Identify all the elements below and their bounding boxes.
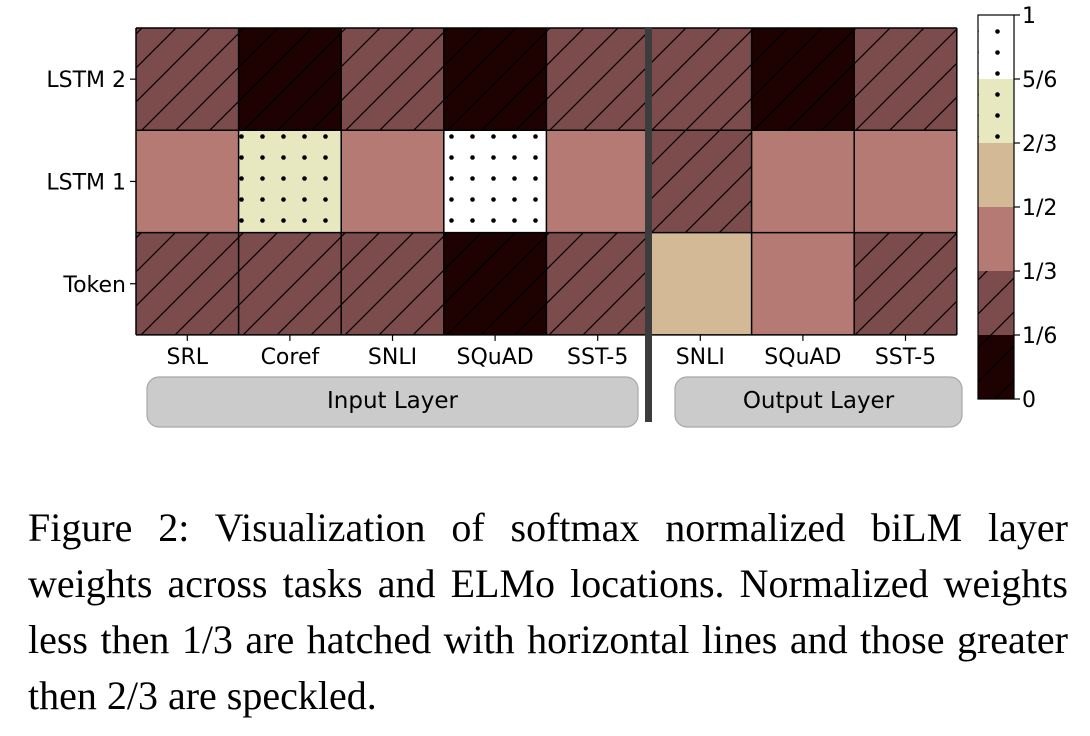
heatmap-cell-pattern — [546, 232, 649, 335]
heatmap-cell-pattern — [751, 28, 855, 131]
colorbar: 0 1/6 1/3 1/2 2/3 5/6 1 — [977, 4, 1057, 413]
colorbar-tick-label: 1 — [1022, 4, 1036, 29]
heatmap-cell-pattern — [854, 28, 957, 131]
heatmap-cell-pattern — [238, 232, 342, 335]
column-label: SQuAD — [764, 345, 841, 370]
heatmap-cell-pattern — [238, 28, 342, 131]
heatmap-cell-pattern — [854, 232, 957, 335]
colorbar-segment — [978, 207, 1014, 271]
colorbar-tick-label: 0 — [1022, 388, 1036, 413]
heatmap-cells — [135, 27, 958, 336]
colorbar-tick-label: 5/6 — [1022, 68, 1057, 93]
heatmap-cell — [546, 130, 649, 233]
column-labels: SRL Coref SNLI SQuAD SST-5 SNLI SQuAD SST-5 — [167, 334, 936, 370]
heatmap-cell-pattern — [341, 232, 444, 335]
row-label: LSTM 1 — [46, 170, 126, 195]
column-label: Coref — [261, 345, 321, 370]
group-label: Output Layer — [743, 388, 895, 414]
column-label: SNLI — [368, 345, 417, 370]
column-label: SST-5 — [875, 345, 936, 370]
colorbar-segment-pattern — [978, 79, 1014, 143]
group-label: Input Layer — [327, 388, 459, 414]
heatmap-cell — [136, 130, 239, 233]
heatmap-cell-pattern — [238, 130, 342, 233]
heatmap-cell — [751, 232, 855, 335]
group-labels: Input Layer Output Layer — [146, 376, 963, 428]
heatmap-cell — [854, 130, 957, 233]
heatmap-cell — [649, 232, 752, 335]
group-divider — [645, 28, 652, 422]
column-label: SNLI — [676, 345, 725, 370]
figure-caption: Figure 2: Visualization of softmax norma… — [28, 505, 1068, 718]
row-labels: LSTM 2 LSTM 1 Token — [46, 68, 136, 298]
heatmap-cell-pattern — [443, 130, 547, 233]
colorbar-segment-pattern — [978, 271, 1014, 335]
heatmap-cell-pattern — [546, 28, 649, 131]
heatmap-chart: LSTM 2 LSTM 1 Token SRL Coref SNLI SQuAD SST-5… — [46, 4, 1057, 428]
column-label: SST-5 — [567, 345, 628, 370]
heatmap-cell-pattern — [443, 232, 547, 335]
colorbar-tick-label: 2/3 — [1022, 132, 1057, 157]
heatmap-cell — [341, 130, 444, 233]
colorbar-tick-label: 1/6 — [1022, 324, 1057, 349]
group-box — [146, 376, 639, 428]
colorbar-segment-pattern — [978, 15, 1014, 79]
row-label: LSTM 2 — [46, 68, 126, 93]
heatmap-cell-pattern — [341, 28, 444, 131]
colorbar-segment-pattern — [978, 335, 1014, 399]
colorbar-tick-label: 1/2 — [1022, 196, 1057, 221]
heatmap-cell-pattern — [649, 130, 752, 233]
row-label: Token — [62, 273, 126, 298]
group-box — [674, 376, 963, 428]
heatmap-cell-pattern — [443, 28, 547, 131]
heatmap-cell-pattern — [136, 232, 239, 335]
heatmap-cell — [751, 130, 855, 233]
heatmap-cell-pattern — [136, 28, 239, 131]
column-label: SRL — [167, 345, 209, 370]
colorbar-tick-label: 1/3 — [1022, 260, 1057, 285]
colorbar-segment — [978, 143, 1014, 207]
column-label: SQuAD — [456, 345, 533, 370]
heatmap-cell-pattern — [649, 28, 752, 131]
